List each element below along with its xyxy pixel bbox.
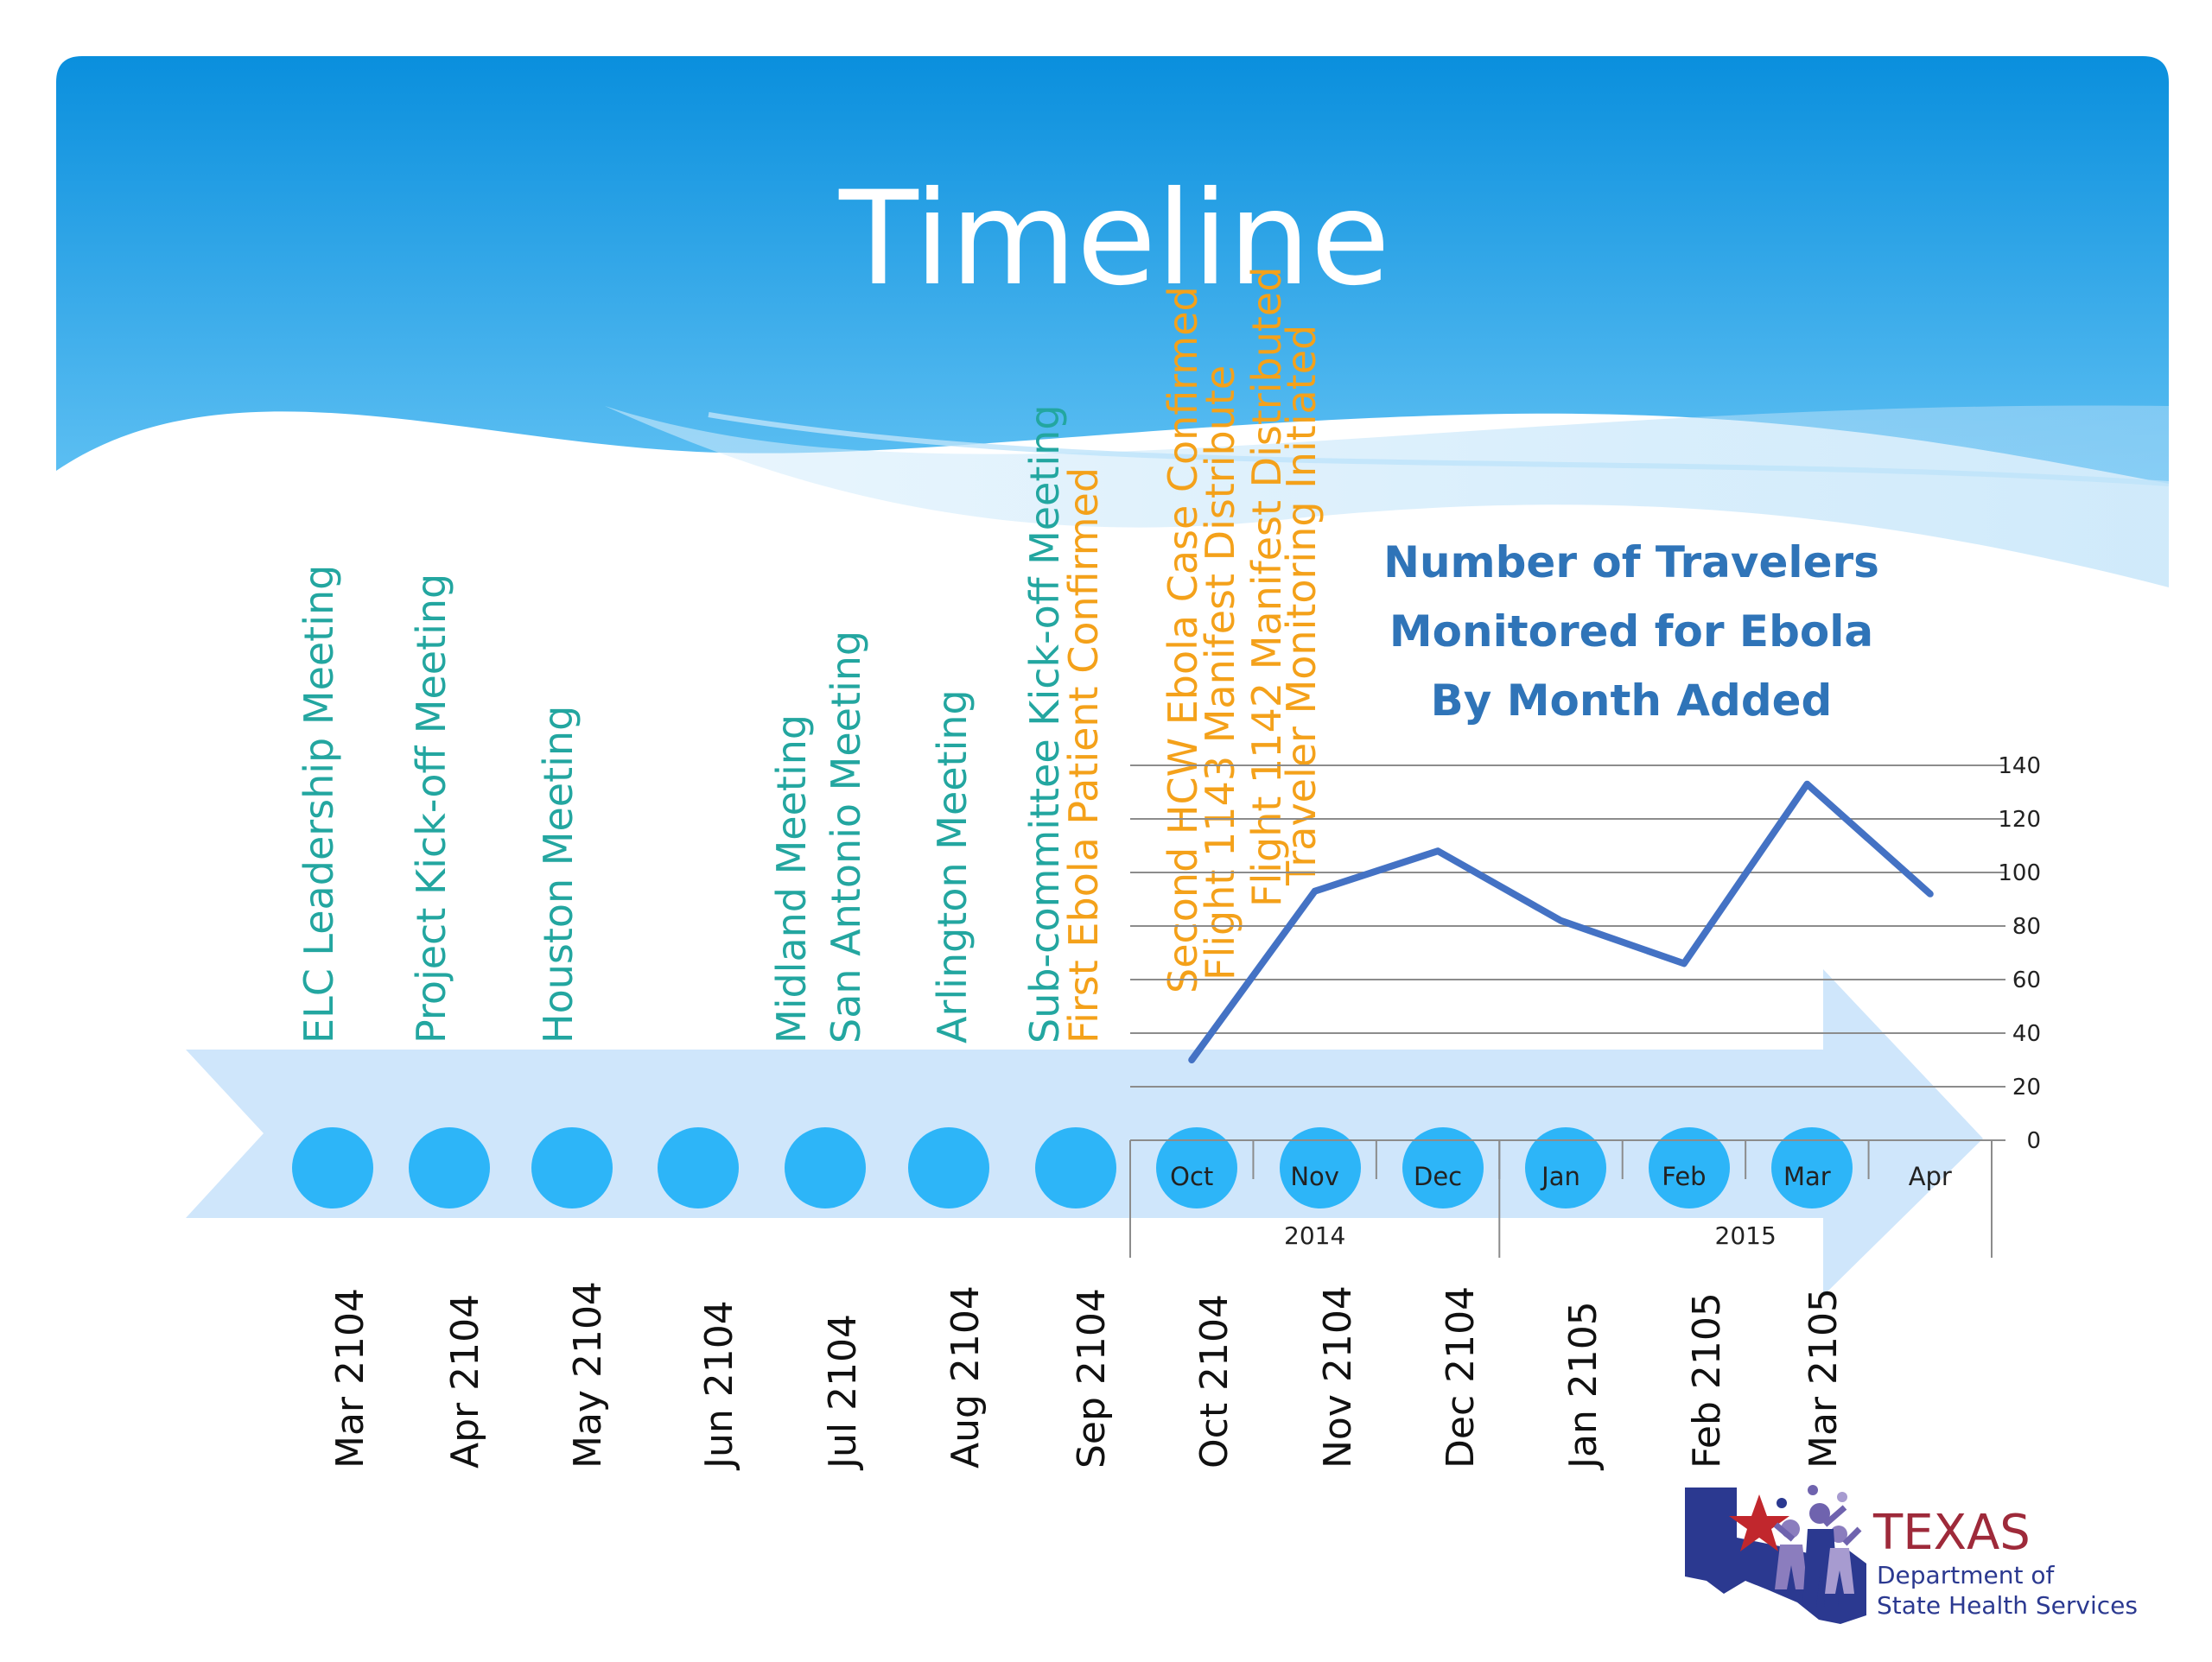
- event-label: San Antonio Meeting: [823, 631, 869, 1044]
- timeline-circle: [409, 1127, 490, 1208]
- data-point: [1435, 848, 1441, 854]
- star-icon: [1729, 1494, 1789, 1551]
- data-point: [1558, 917, 1564, 923]
- timeline-date: Feb 2105: [1685, 1292, 1729, 1469]
- x-tick-label: Apr: [1909, 1162, 1952, 1191]
- event-label: Arlington Meeting: [929, 689, 976, 1044]
- event-label: Project Kick-off Meeting: [408, 574, 454, 1044]
- timeline-date: Jan 2105: [1561, 1301, 1605, 1471]
- timeline-date: Mar 2105: [1802, 1288, 1846, 1469]
- timeline-date: Nov 2104: [1316, 1285, 1360, 1469]
- timeline-circle: [908, 1127, 989, 1208]
- y-tick-label: 40: [2012, 1021, 2041, 1047]
- y-tick-label: 120: [1998, 807, 2041, 833]
- event-label: Flight 1142 Manifest Distributed: [1243, 267, 1290, 907]
- timeline-circle: [785, 1127, 866, 1208]
- event-label: First Ebola Patient Confirmed: [1060, 467, 1107, 1044]
- event-label: Flight 1143 Manifest Distribute: [1197, 365, 1243, 980]
- year-group-label: 2014: [1284, 1221, 1345, 1250]
- timeline-date: Oct 2104: [1192, 1294, 1236, 1469]
- logo-line2: Department of: [1877, 1561, 2055, 1589]
- timeline-date: May 2104: [566, 1281, 610, 1469]
- x-tick-label: Dec: [1414, 1162, 1462, 1191]
- y-axis-ticks: 0 20 40 60 80 100 120 140: [1992, 753, 2041, 1154]
- timeline-date: Apr 2104: [443, 1294, 487, 1469]
- chart-title-line: By Month Added: [1431, 676, 1833, 726]
- event-label: ELC Leadership Meeting: [296, 565, 342, 1044]
- event-labels: ELC Leadership Meeting Project Kick-off M…: [296, 267, 1325, 1044]
- timeline-circles: [292, 1127, 1853, 1208]
- y-tick-label: 0: [2026, 1128, 2041, 1154]
- x-axis: Oct Nov Dec Jan Feb Mar Apr 2014 2015: [1129, 1139, 1993, 1258]
- y-tick-label: 20: [2012, 1075, 2041, 1101]
- timeline-date: Dec 2104: [1439, 1286, 1483, 1469]
- timeline-circle: [1402, 1127, 1484, 1208]
- chart-title-line: Number of Travelers: [1383, 537, 1879, 587]
- timeline-date: Jun 2104: [697, 1300, 741, 1471]
- chart-title-line: Monitored for Ebola: [1389, 606, 1873, 657]
- x-tick-label: Oct: [1170, 1162, 1213, 1191]
- data-point: [1681, 961, 1687, 967]
- timeline-date-labels: Mar 2104 Apr 2104 May 2104 Jun 2104 Jul 2104…: [328, 1281, 1846, 1471]
- travelers-chart: Number of Travelers Monitored for Ebola By…: [1129, 537, 2041, 1258]
- x-tick-label: Nov: [1290, 1162, 1339, 1191]
- chart-gridlines: [1130, 764, 1992, 1088]
- event-label: Second HCW Ebola Case Confirmed: [1160, 286, 1206, 993]
- family-figures-icon: [1773, 1485, 1862, 1607]
- texas-map-icon: [1685, 1488, 1866, 1624]
- data-point: [1189, 1057, 1195, 1063]
- timeline-date: Sep 2104: [1070, 1288, 1114, 1469]
- data-point: [1927, 891, 1933, 897]
- timeline-date: Aug 2104: [944, 1285, 988, 1469]
- event-label: Sub-committee Kick-off Meeting: [1021, 404, 1068, 1044]
- year-group-label: 2015: [1715, 1221, 1777, 1250]
- timeline-circle: [1280, 1127, 1361, 1208]
- logo-texas: TEXAS: [1872, 1505, 2031, 1561]
- timeline-circle: [531, 1127, 613, 1208]
- timeline-circle: [292, 1127, 373, 1208]
- x-tick-label: Feb: [1662, 1162, 1706, 1191]
- timeline-circle: [1035, 1127, 1116, 1208]
- event-label: Midland Meeting: [768, 714, 815, 1044]
- y-tick-label: 80: [2012, 914, 2041, 940]
- timeline-circle: [658, 1127, 739, 1208]
- timeline-circle: [1771, 1127, 1853, 1208]
- series-line: [1188, 780, 1934, 1063]
- event-label: Traveler Monitoring Initiated: [1278, 325, 1325, 886]
- chart-title: Number of Travelers Monitored for Ebola By…: [1383, 537, 1879, 726]
- x-tick-label: Mar: [1783, 1162, 1831, 1191]
- y-tick-label: 60: [2012, 967, 2041, 993]
- timeline-date: Jul 2104: [821, 1314, 865, 1471]
- data-point: [1312, 888, 1318, 894]
- header-banner: [56, 56, 2170, 587]
- timeline-circle: [1649, 1127, 1730, 1208]
- data-point: [1804, 781, 1810, 787]
- y-tick-label: 100: [1998, 860, 2041, 886]
- event-label: Houston Meeting: [535, 706, 582, 1044]
- timeline-date: Mar 2104: [328, 1288, 372, 1469]
- timeline-circle: [1525, 1127, 1606, 1208]
- y-tick-label: 140: [1998, 753, 2041, 779]
- timeline-circle: [1156, 1127, 1237, 1208]
- logo-line3: State Health Services: [1877, 1591, 2138, 1620]
- slide-title: Timeline: [838, 164, 1390, 314]
- texas-dshs-logo: TEXAS Department of State Health Service…: [1685, 1485, 2138, 1624]
- x-tick-label: Jan: [1540, 1162, 1580, 1191]
